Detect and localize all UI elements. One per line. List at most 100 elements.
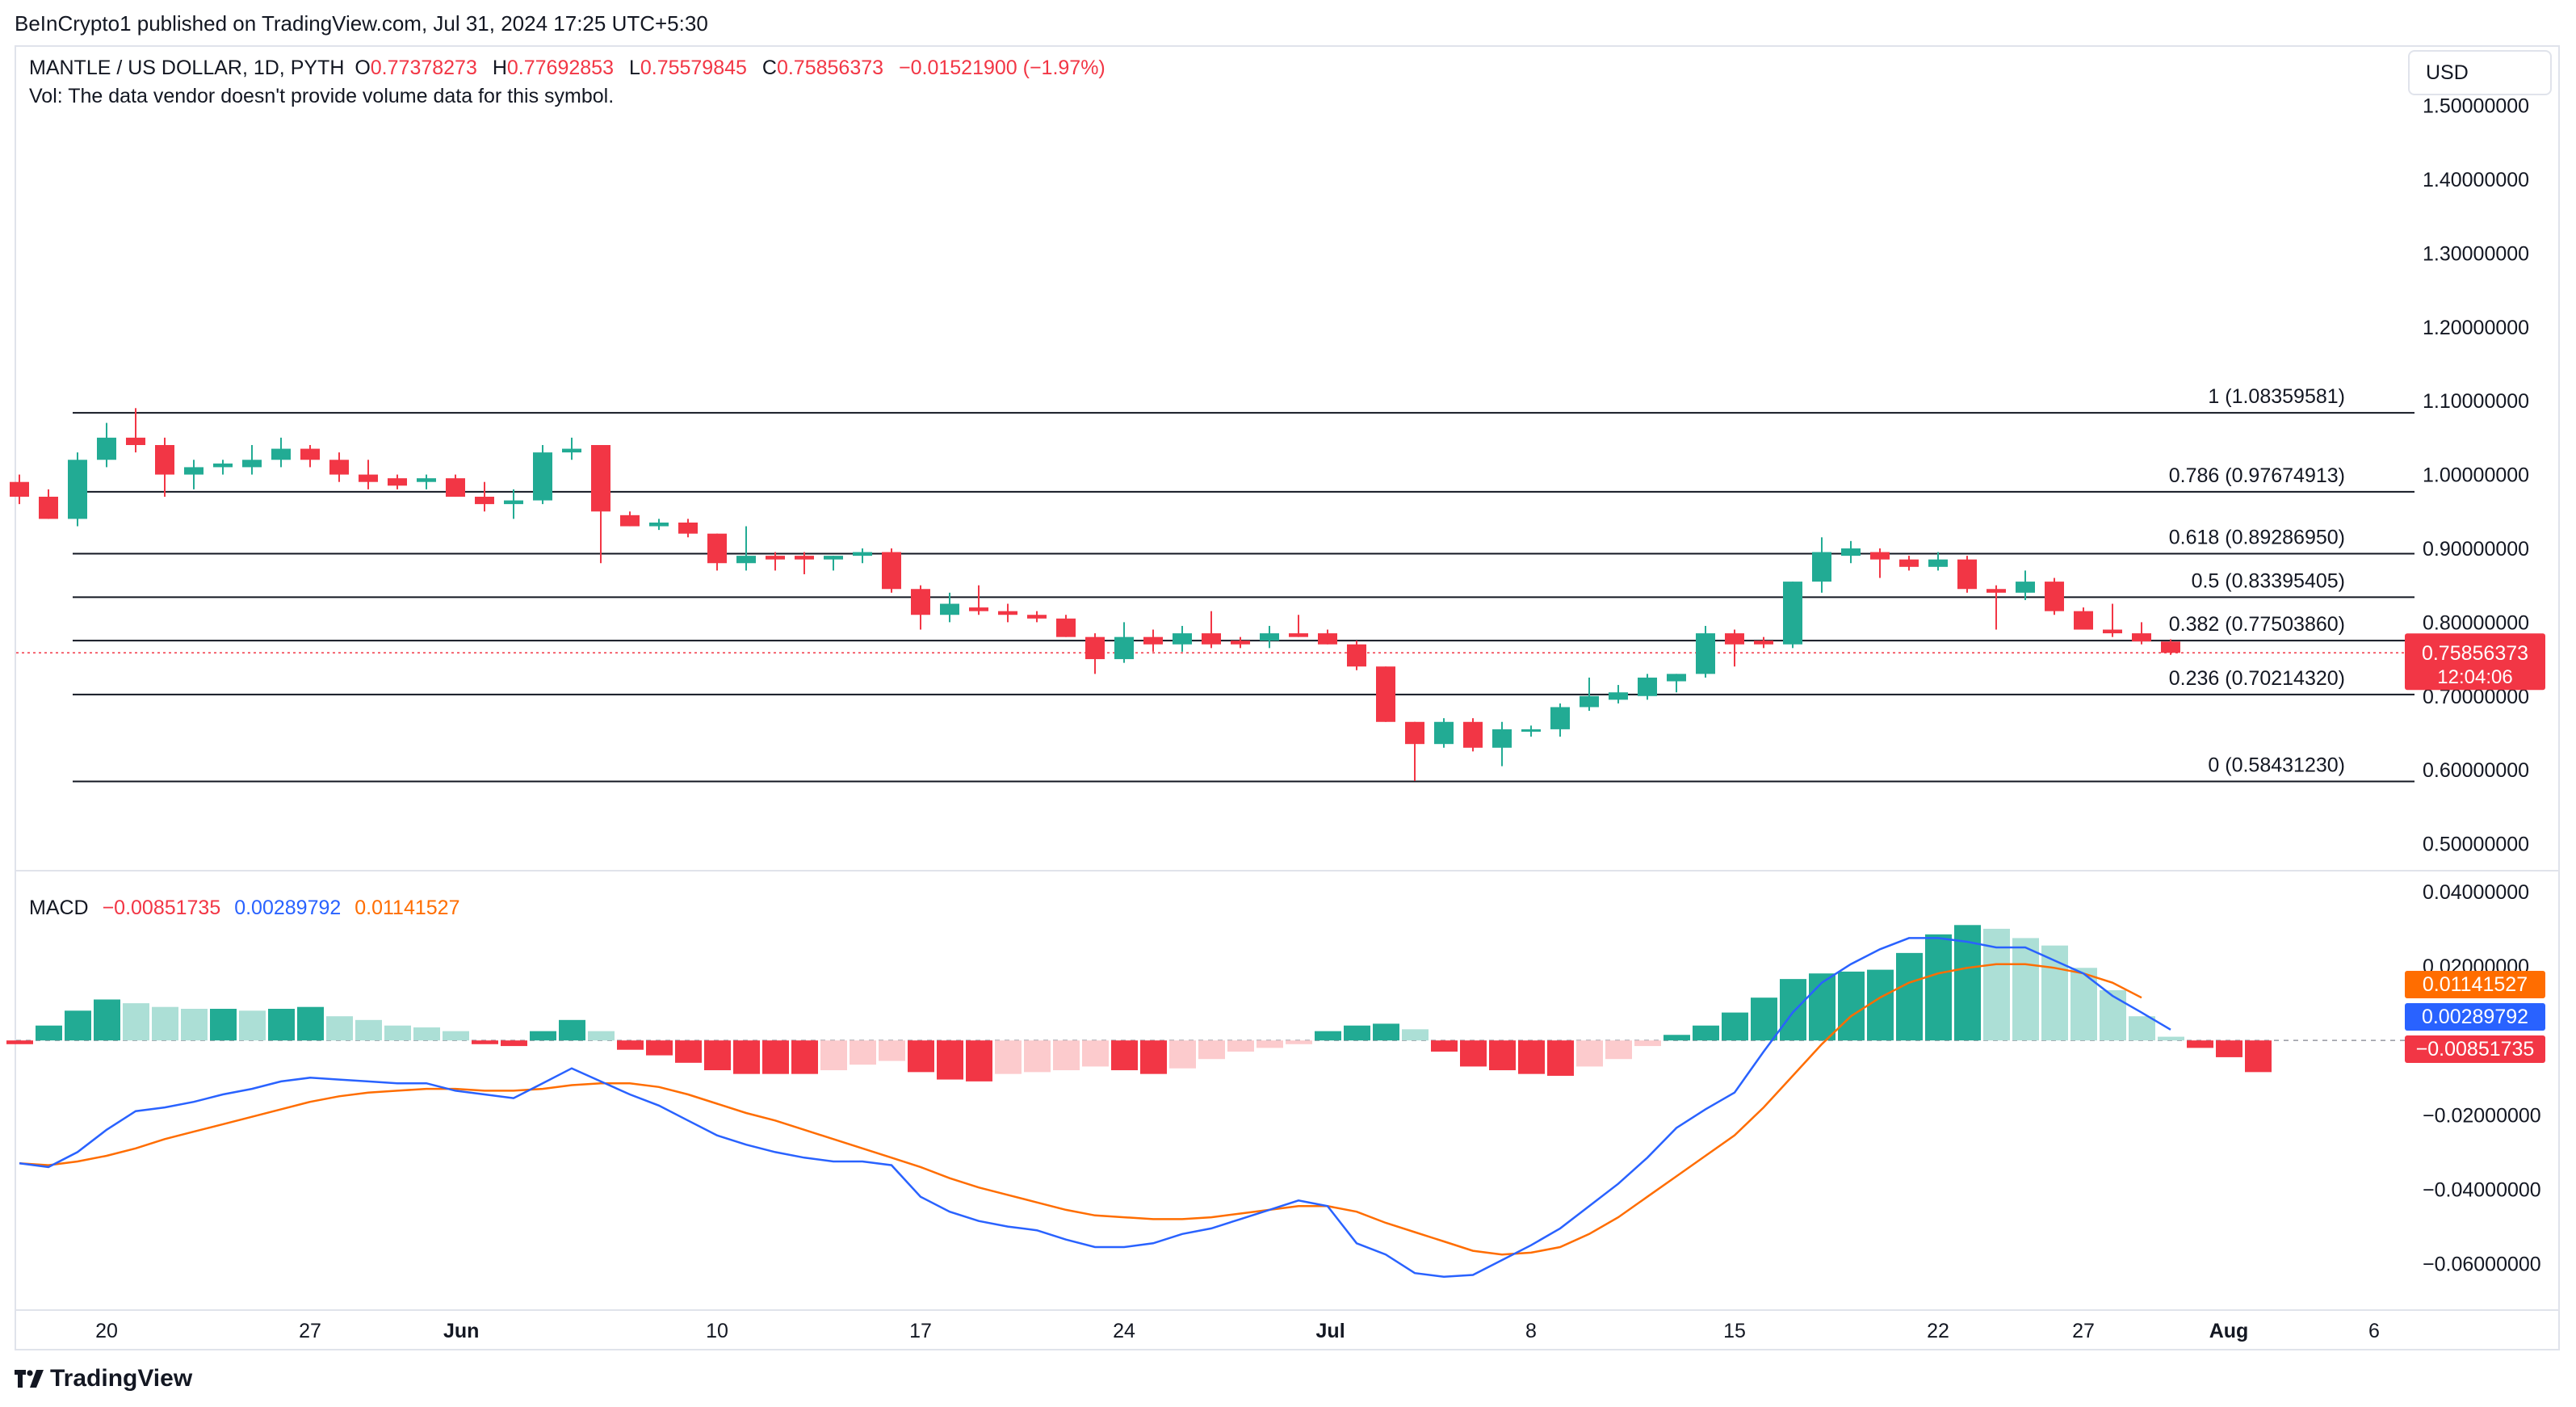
candle-body [2074, 611, 2093, 630]
macd-histogram-bar [966, 1040, 992, 1082]
macd-histogram-bar [1809, 973, 1836, 1041]
last-price-label: 0.75856373 [2422, 642, 2528, 665]
candle-body [1434, 721, 1454, 745]
macd-histogram-bar [1605, 1040, 1632, 1060]
candle-body [1609, 692, 1628, 700]
candle-body [475, 496, 494, 505]
publisher-note: BeInCrypto1 published on TradingView.com… [15, 11, 708, 36]
chart-frame [15, 45, 2560, 1350]
candle-body [795, 556, 814, 560]
candle-body [271, 448, 291, 460]
price-axis-tick: 0.80000000 [2423, 611, 2529, 634]
macd-histogram-box-label: −0.00851735 [2416, 1038, 2535, 1060]
macd-histogram-bar [908, 1040, 934, 1073]
candle-body [1783, 582, 1802, 645]
macd-histogram-bar [530, 1031, 556, 1041]
macd-histogram-bar [2187, 1040, 2213, 1048]
candle-body [1289, 633, 1308, 637]
currency-button[interactable]: USD [2408, 50, 2552, 95]
macd-histogram-box [2405, 1035, 2545, 1063]
symbol-legend: MANTLE / US DOLLAR, 1D, PYTH O0.77378273… [29, 57, 1110, 80]
candle-body [1841, 548, 1861, 556]
macd-axis-tick: −0.02000000 [2423, 1104, 2541, 1127]
candle-body [68, 460, 87, 519]
price-axis-tick: 1.20000000 [2423, 317, 2529, 339]
candle-body [2045, 582, 2064, 611]
candle-body [2016, 582, 2035, 593]
candle-body [359, 474, 378, 482]
macd-histogram-bar [1867, 969, 1894, 1041]
candle-body [678, 522, 698, 534]
price-axis-tick: 1.50000000 [2423, 95, 2529, 118]
fib-level-label: 0.236 (0.70214320) [2169, 667, 2345, 690]
macd-histogram-bar [1576, 1040, 1603, 1067]
macd-histogram-bar [36, 1025, 62, 1041]
macd-histogram-bar [355, 1019, 382, 1041]
macd-histogram-bar [326, 1016, 353, 1041]
macd-histogram-bar [1693, 1025, 1719, 1041]
candle-body [184, 467, 203, 475]
candle-body [2132, 633, 2151, 642]
candle-body [1173, 633, 1192, 645]
candle-body [97, 437, 116, 460]
macd-histogram-bar [1140, 1040, 1167, 1074]
candle-body [824, 556, 843, 560]
macd-histogram-bar [65, 1010, 91, 1041]
time-axis-tick: Jun [443, 1320, 479, 1342]
candle-body [1231, 640, 1250, 645]
candle-body [39, 496, 58, 519]
candle-body [1928, 559, 1948, 567]
macd-histogram-bar [1663, 1035, 1690, 1041]
candle-body [1754, 640, 1773, 645]
candle-body [126, 437, 145, 446]
macd-histogram-bar [850, 1040, 876, 1065]
macd-histogram-bar [239, 1010, 266, 1041]
candle-body [155, 445, 174, 475]
candle-body [1812, 552, 1831, 582]
macd-histogram-bar [1518, 1040, 1545, 1074]
macd-histogram-bar [1780, 979, 1806, 1041]
candle-body [1667, 674, 1686, 682]
candle-body [620, 514, 640, 527]
macd-line-box [2405, 1003, 2545, 1031]
candle-body [1056, 618, 1076, 637]
macd-line-value: 0.00289792 [234, 897, 342, 919]
candle-body [1347, 644, 1366, 667]
macd-signal-box [2405, 971, 2545, 998]
time-axis-tick: 22 [1927, 1320, 1949, 1342]
candle-body [969, 607, 988, 611]
macd-histogram-bar [443, 1031, 469, 1041]
price-axis-tick: 0.60000000 [2423, 759, 2529, 782]
candle-body [1376, 666, 1395, 722]
candle-body [1143, 636, 1163, 645]
macd-histogram-bar [1053, 1040, 1080, 1071]
macd-signal-box-label: 0.01141527 [2423, 973, 2528, 996]
tradingview-logo[interactable]: TradingView [15, 1365, 192, 1392]
macd-legend: MACD −0.00851735 0.00289792 0.01141527 [29, 897, 468, 920]
macd-histogram-bar [1169, 1040, 1196, 1069]
macd-histogram-bar [995, 1040, 1022, 1074]
candle-body [1899, 559, 1919, 567]
macd-histogram-bar [2216, 1040, 2242, 1057]
macd-histogram-bar [1286, 1040, 1312, 1044]
candle-body [533, 452, 552, 501]
candle-body [446, 478, 465, 497]
macd-histogram-bar [2129, 1016, 2155, 1041]
macd-histogram-bar [1634, 1040, 1661, 1047]
symbol-name: MANTLE / US DOLLAR, 1D, PYTH [29, 57, 345, 79]
macd-axis-tick: −0.06000000 [2423, 1254, 2541, 1276]
macd-histogram-bar [2245, 1040, 2272, 1073]
candle-body [10, 481, 29, 497]
candle-body [1202, 633, 1221, 645]
macd-histogram-bar [6, 1040, 33, 1044]
candle-body [911, 589, 930, 615]
fib-level-label: 0 (0.58431230) [2208, 754, 2345, 777]
price-axis-tick: 0.90000000 [2423, 538, 2529, 561]
macd-histogram-bar [646, 1040, 673, 1056]
tradingview-logo-text: TradingView [50, 1365, 193, 1392]
macd-histogram-bar [879, 1040, 905, 1061]
macd-histogram-bar [1722, 1012, 1748, 1041]
macd-histogram-bar [210, 1009, 237, 1041]
macd-histogram-bar [588, 1031, 615, 1041]
